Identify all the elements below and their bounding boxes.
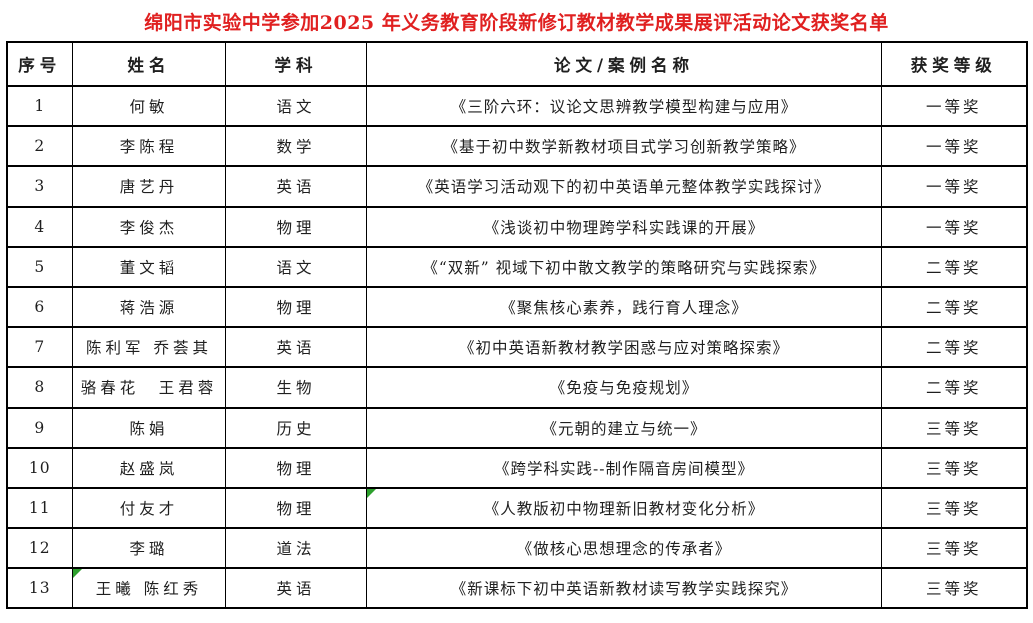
cell-subject: 英语	[225, 165, 367, 208]
cell-no: 11	[6, 486, 73, 530]
cell-name: 董文韬	[72, 245, 226, 288]
cell-name: 李俊杰	[72, 205, 226, 248]
cell-award: 一等奖	[881, 84, 1027, 128]
table-row: 6 蒋浩源 物理 《聚焦核心素养，践行育人理念》 二等奖	[6, 285, 1027, 329]
cell-subject: 历史	[225, 406, 367, 449]
cell-award: 一等奖	[881, 205, 1027, 248]
table-row: 5 董文韬 语文 《“双新” 视域下初中散文教学的策略研究与实践探索》 二等奖	[6, 245, 1027, 288]
table-row: 1 何敏 语文 《三阶六环：议论文思辨教学模型构建与应用》 一等奖	[6, 84, 1027, 128]
cell-subject: 道法	[225, 527, 367, 570]
cell-no: 9	[6, 406, 73, 449]
table-row: 12 李璐 道法 《做核心思想理念的传承者》 三等奖	[6, 527, 1027, 570]
cell-name: 蒋浩源	[72, 285, 226, 329]
cell-subject: 物理	[225, 205, 367, 248]
cell-award: 二等奖	[881, 285, 1027, 329]
cell-name: 付友才	[72, 486, 226, 530]
cell-name: 骆春花 王君蓉	[72, 366, 226, 409]
table-row: 3 唐艺丹 英语 《英语学习活动观下的初中英语单元整体教学实践探讨》 一等奖	[6, 165, 1027, 208]
table-row: 13 王曦 陈红秀 英语 《新课标下初中英语新教材读写教学实践探究》 三等奖	[6, 567, 1027, 610]
cell-paper: 《人教版初中物理新旧教材变化分析》	[366, 486, 882, 530]
table-row: 2 李陈程 数学 《基于初中数学新教材项目式学习创新教学策略》 一等奖	[6, 125, 1027, 168]
cell-paper: 《浅谈初中物理跨学科实践课的开展》	[366, 205, 882, 248]
cell-paper: 《免疫与免疫规划》	[366, 366, 882, 409]
cell-award: 三等奖	[881, 486, 1027, 530]
cell-paper: 《三阶六环：议论文思辨教学模型构建与应用》	[366, 84, 882, 128]
cell-name: 赵盛岚	[72, 446, 226, 489]
award-table: 序号 姓名 学科 论文/案例名称 获奖等级 1 何敏 语文 《三阶六环：议论文思…	[5, 41, 1028, 610]
cell-no: 10	[6, 446, 73, 489]
cell-no: 3	[6, 165, 73, 208]
cell-paper: 《“双新” 视域下初中散文教学的策略研究与实践探索》	[366, 245, 882, 288]
cell-subject: 物理	[225, 446, 367, 489]
col-header-no: 序号	[6, 41, 73, 87]
cell-award: 二等奖	[881, 326, 1027, 369]
cell-award: 三等奖	[881, 567, 1027, 610]
cell-no: 5	[6, 245, 73, 288]
cell-paper: 《元朝的建立与统一》	[366, 406, 882, 449]
cell-paper: 《做核心思想理念的传承者》	[366, 527, 882, 570]
cell-subject: 生物	[225, 366, 367, 409]
cell-no: 4	[6, 205, 73, 248]
col-header-paper: 论文/案例名称	[366, 41, 882, 87]
cell-name: 李璐	[72, 527, 226, 570]
green-corner-flag-icon	[367, 489, 376, 498]
cell-name: 陈娟	[72, 406, 226, 449]
cell-paper: 《英语学习活动观下的初中英语单元整体教学实践探讨》	[366, 165, 882, 208]
header-row: 序号 姓名 学科 论文/案例名称 获奖等级	[6, 41, 1027, 87]
cell-no: 8	[6, 366, 73, 409]
cell-no: 12	[6, 527, 73, 570]
cell-subject: 英语	[225, 326, 367, 369]
cell-award: 三等奖	[881, 446, 1027, 489]
col-header-name: 姓名	[72, 41, 226, 87]
cell-award: 二等奖	[881, 245, 1027, 288]
cell-paper: 《初中英语新教材教学困惑与应对策略探索》	[366, 326, 882, 369]
cell-subject: 语文	[225, 84, 367, 128]
cell-no: 7	[6, 326, 73, 369]
cell-award: 一等奖	[881, 165, 1027, 208]
cell-subject: 数学	[225, 125, 367, 168]
cell-paper: 《跨学科实践--制作隔音房间模型》	[366, 446, 882, 489]
cell-paper: 《基于初中数学新教材项目式学习创新教学策略》	[366, 125, 882, 168]
cell-award: 二等奖	[881, 366, 1027, 409]
table-row: 8 骆春花 王君蓉 生物 《免疫与免疫规划》 二等奖	[6, 366, 1027, 409]
table-row: 4 李俊杰 物理 《浅谈初中物理跨学科实践课的开展》 一等奖	[6, 205, 1027, 248]
cell-award: 三等奖	[881, 527, 1027, 570]
cell-paper: 《新课标下初中英语新教材读写教学实践探究》	[366, 567, 882, 610]
cell-no: 2	[6, 125, 73, 168]
cell-name: 何敏	[72, 84, 226, 128]
cell-award: 三等奖	[881, 406, 1027, 449]
cell-name: 唐艺丹	[72, 165, 226, 208]
cell-subject: 英语	[225, 567, 367, 610]
page-title: 绵阳市实验中学参加2025 年义务教育阶段新修订教材教学成果展评活动论文获奖名单	[144, 12, 889, 34]
table-row: 9 陈娟 历史 《元朝的建立与统一》 三等奖	[6, 406, 1027, 449]
table-row: 10 赵盛岚 物理 《跨学科实践--制作隔音房间模型》 三等奖	[6, 446, 1027, 489]
cell-subject: 物理	[225, 285, 367, 329]
cell-no: 13	[6, 567, 73, 610]
green-corner-flag-icon	[73, 570, 82, 579]
cell-no: 6	[6, 285, 73, 329]
cell-name: 李陈程	[72, 125, 226, 168]
cell-name: 王曦 陈红秀	[72, 567, 226, 610]
cell-subject: 语文	[225, 245, 367, 288]
cell-subject: 物理	[225, 486, 367, 530]
table-row: 7 陈利军 乔荟其 英语 《初中英语新教材教学困惑与应对策略探索》 二等奖	[6, 326, 1027, 369]
table-row: 11 付友才 物理 《人教版初中物理新旧教材变化分析》 三等奖	[6, 486, 1027, 530]
col-header-subject: 学科	[225, 41, 367, 87]
cell-award: 一等奖	[881, 125, 1027, 168]
cell-no: 1	[6, 84, 73, 128]
cell-paper: 《聚焦核心素养，践行育人理念》	[366, 285, 882, 329]
col-header-award: 获奖等级	[881, 41, 1027, 87]
cell-name: 陈利军 乔荟其	[72, 326, 226, 369]
